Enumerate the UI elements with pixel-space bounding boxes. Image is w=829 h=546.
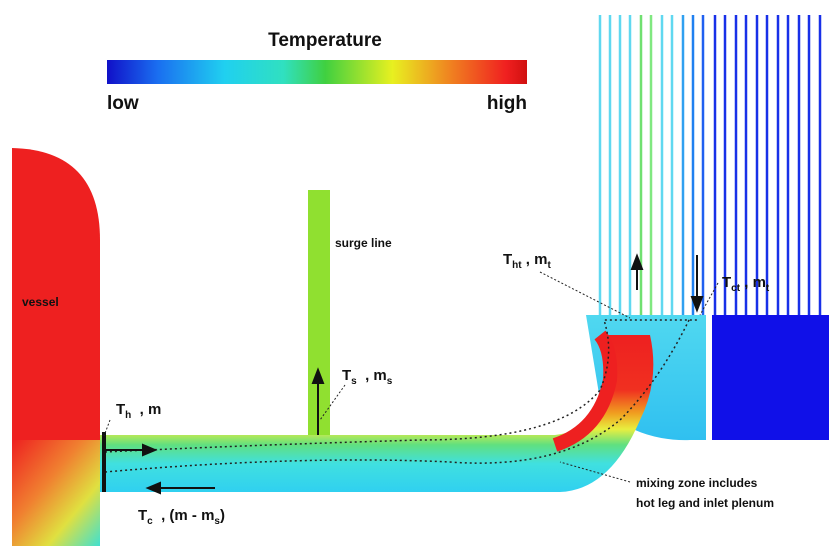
surge-label: Ts , ms <box>342 367 393 387</box>
label-text: , m <box>522 251 548 268</box>
label-text: T <box>503 251 512 268</box>
label-text: , m <box>131 401 161 418</box>
surge-line-label: surge line <box>335 236 392 250</box>
cold-return-label: Tc , (m - ms) <box>138 507 225 527</box>
colorbar-high: high <box>487 93 527 114</box>
hot-inlet-label: Th , m <box>116 401 161 421</box>
subscript: t <box>547 260 551 271</box>
label-text: T <box>342 367 351 384</box>
subscript: s <box>387 376 393 387</box>
colorbar <box>107 60 527 84</box>
cfd-diagram: Temperature low high <box>0 0 829 546</box>
outlet-plenum <box>712 315 829 440</box>
label-text: , (m - m <box>153 507 215 524</box>
hot-tube-label: Tht , mt <box>503 251 551 271</box>
label-text: T <box>722 274 731 291</box>
colorbar-title: Temperature <box>268 30 382 51</box>
vessel-mixing <box>12 440 100 546</box>
subscript: t <box>766 283 770 294</box>
colorbar-low: low <box>107 93 139 114</box>
label-text: T <box>138 507 147 524</box>
hot-leg <box>100 335 653 492</box>
label-text: T <box>116 401 125 418</box>
mixing-zone-label: hot leg and inlet plenum <box>636 496 774 510</box>
vessel-label: vessel <box>22 295 59 309</box>
mixing-zone-label: mixing zone includes <box>636 476 758 490</box>
label-text: ) <box>220 507 225 524</box>
label-text: , m <box>357 367 387 384</box>
label-text: , m <box>740 274 766 291</box>
